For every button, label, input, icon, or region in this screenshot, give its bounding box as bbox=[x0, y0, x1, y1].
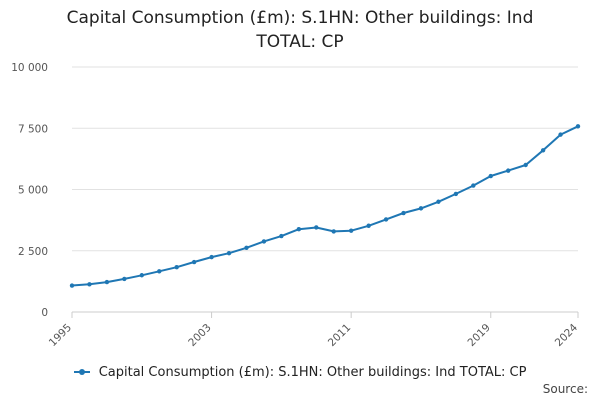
data-point bbox=[575, 124, 581, 129]
x-tick-label: 2024 bbox=[553, 321, 581, 349]
x-tick-label: 2019 bbox=[465, 322, 492, 349]
data-point bbox=[383, 217, 389, 222]
y-tick-label: 0 bbox=[41, 307, 48, 319]
legend[interactable]: Capital Consumption (£m): S.1HN: Other b… bbox=[0, 364, 600, 382]
data-point bbox=[209, 254, 214, 260]
axes: 0 2 500 5 000 7 500 10 000 1995 2003 2011 2019 20… bbox=[11, 62, 580, 349]
data-point bbox=[523, 162, 528, 168]
data-point bbox=[87, 282, 92, 287]
source-label: Source: bbox=[542, 382, 588, 396]
data-point bbox=[314, 225, 319, 230]
data-point bbox=[366, 223, 371, 228]
y-tick-label: 10 000 bbox=[11, 62, 48, 74]
data-point bbox=[453, 191, 459, 197]
grid-lines bbox=[72, 66, 578, 252]
chart-title-line-1: Capital Consumption (£m): S.1HN: Other b… bbox=[66, 8, 534, 28]
data-point bbox=[69, 283, 75, 288]
x-tick-label: 2011 bbox=[326, 322, 353, 349]
y-tick-label: 7 500 bbox=[18, 123, 48, 135]
data-point bbox=[244, 245, 249, 251]
data-point bbox=[418, 206, 424, 211]
legend-label: Capital Consumption (£m): S.1HN: Other b… bbox=[98, 365, 527, 380]
data-point bbox=[157, 269, 162, 274]
y-tick-label: 2 500 bbox=[18, 246, 48, 258]
data-point bbox=[191, 259, 197, 265]
series-layer bbox=[69, 124, 581, 288]
data-point bbox=[436, 199, 441, 204]
data-point bbox=[331, 229, 336, 234]
data-point bbox=[174, 264, 179, 270]
data-point bbox=[139, 273, 144, 278]
data-point bbox=[122, 276, 127, 282]
x-tick-label: 2003 bbox=[186, 322, 213, 349]
chart-title: Capital Consumption (£m): S.1HN: Other b… bbox=[0, 6, 600, 54]
data-point bbox=[540, 148, 546, 153]
data-point bbox=[261, 239, 267, 244]
data-point bbox=[558, 132, 563, 137]
data-point bbox=[401, 210, 406, 216]
series-line bbox=[71, 125, 579, 287]
data-point bbox=[104, 279, 110, 285]
x-tick-label: 1995 bbox=[47, 322, 74, 349]
data-point bbox=[296, 226, 302, 232]
data-point bbox=[279, 233, 284, 239]
chart-title-line-2: TOTAL: CP bbox=[256, 32, 344, 52]
data-point bbox=[348, 228, 354, 233]
y-tick-label: 5 000 bbox=[18, 185, 48, 197]
data-point bbox=[226, 251, 232, 256]
data-point bbox=[488, 173, 493, 179]
legend-swatch bbox=[73, 368, 90, 375]
data-point bbox=[506, 168, 511, 173]
data-point bbox=[471, 183, 476, 188]
